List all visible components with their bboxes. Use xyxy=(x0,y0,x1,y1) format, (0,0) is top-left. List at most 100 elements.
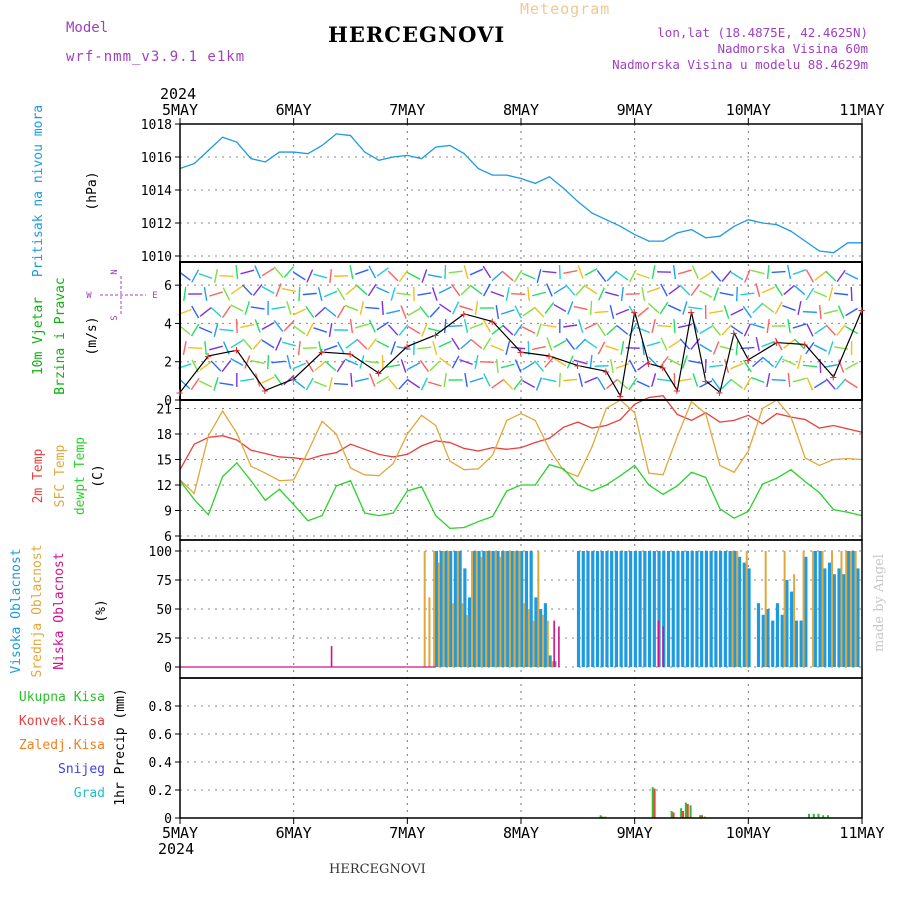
wind-arrow xyxy=(578,373,584,387)
wind-arrow xyxy=(616,325,629,335)
wind-arrow xyxy=(407,362,421,370)
wind-arrow xyxy=(606,378,618,390)
cloud-bar-1 xyxy=(433,551,436,667)
temp-point-1 xyxy=(349,467,352,469)
wind-speed-marker: + xyxy=(616,389,623,403)
top-xtick-label: 6MAY xyxy=(276,101,312,119)
wind-arrow xyxy=(774,337,783,351)
wind-arrow xyxy=(615,308,630,316)
precip-bar-0 xyxy=(808,813,811,818)
wind-arrow xyxy=(386,364,401,368)
wind-arrow xyxy=(659,301,669,315)
temp-point-2 xyxy=(506,490,508,492)
cloud-bar-0 xyxy=(827,562,832,667)
wind-arrow xyxy=(459,358,473,366)
wind-arrow xyxy=(398,269,409,283)
wind-arrow xyxy=(825,270,837,282)
temp-point-0 xyxy=(577,421,579,423)
wind-arrow xyxy=(656,378,672,382)
wind-arrow xyxy=(420,377,428,391)
pressure-point xyxy=(690,229,693,231)
wind-arrow xyxy=(513,323,523,337)
cloud-bar-1 xyxy=(475,551,478,667)
bottom-xtick-label: 10MAY xyxy=(726,824,771,842)
cloud-bar-0 xyxy=(581,551,585,667)
wind-arrow xyxy=(271,360,286,364)
wind-arrow xyxy=(742,305,753,319)
wind-arrow xyxy=(667,358,681,366)
wind-arrow xyxy=(345,339,358,349)
wind-arrow xyxy=(349,264,354,280)
wind-arrow xyxy=(230,339,244,349)
wind-arrow xyxy=(273,266,284,278)
cloud-bar-0 xyxy=(766,609,770,667)
wind-speed-marker: + xyxy=(318,345,325,359)
wind-arrow xyxy=(438,286,452,294)
precip-legend-item: Zaledj.Kisa xyxy=(19,738,105,753)
temp-point-0 xyxy=(349,443,352,445)
wind-arrow xyxy=(771,270,786,274)
wind-arrow xyxy=(558,264,561,280)
temp-point-1 xyxy=(662,474,664,476)
wind-arrow xyxy=(286,355,292,369)
temp-point-2 xyxy=(577,484,579,486)
wind-arrow xyxy=(292,362,307,370)
wind-arrow xyxy=(750,376,765,384)
pressure-point xyxy=(378,159,380,161)
wind-speed-marker: + xyxy=(673,383,680,397)
wind-arrow xyxy=(845,325,859,335)
wind-arrow xyxy=(252,284,263,296)
temp-point-2 xyxy=(605,484,607,486)
wind-arrow xyxy=(459,305,473,311)
cloud-bar-0 xyxy=(595,551,600,667)
precip-bar-0 xyxy=(817,813,820,818)
temp-point-2 xyxy=(705,476,707,478)
wind-arrow xyxy=(567,301,574,315)
wind-arrow xyxy=(306,269,314,283)
temp-point-1 xyxy=(207,435,210,437)
wind-arrow xyxy=(609,358,614,374)
pressure-point xyxy=(278,151,281,153)
wind-arrow xyxy=(387,270,399,282)
precip-bar-0 xyxy=(689,805,692,818)
pressure-point xyxy=(349,134,352,137)
wind-arrow xyxy=(837,305,845,319)
cloud-bar-2 xyxy=(553,620,555,667)
wind-arrow xyxy=(398,378,409,390)
temp-point-0 xyxy=(406,453,408,455)
wind-arrow xyxy=(254,319,261,333)
wind-arrow xyxy=(450,283,461,297)
temp-point-0 xyxy=(648,396,650,399)
wind-arrow xyxy=(814,325,827,335)
wind-arrow xyxy=(273,320,284,332)
precip-bar-1 xyxy=(682,811,685,818)
wind-arrow xyxy=(305,377,314,391)
wind-arrow xyxy=(293,271,306,281)
temp-point-0 xyxy=(761,423,764,425)
wind-arrow xyxy=(368,319,376,333)
cloud-bar-0 xyxy=(453,551,457,667)
wind-arrow xyxy=(244,355,251,369)
wind-arrow xyxy=(606,324,618,336)
wind-arrow xyxy=(419,306,430,318)
temp-point-2 xyxy=(534,484,536,486)
temp-point-2 xyxy=(676,485,678,487)
temp-point-1 xyxy=(534,419,536,421)
wind-arrow xyxy=(417,292,432,296)
wind-arrow xyxy=(407,272,421,280)
cloud-bar-0 xyxy=(690,551,694,667)
wind-arrow xyxy=(563,378,578,382)
wind-arrow xyxy=(660,283,668,297)
cloud-bar-1 xyxy=(513,551,516,667)
wind-arrow xyxy=(597,341,606,355)
wind-arrow xyxy=(522,379,536,389)
temperature-ytick-label: 9 xyxy=(164,505,172,520)
wind-arrow xyxy=(376,286,390,294)
pressure-point xyxy=(747,219,749,221)
pressure-ytick-label: 1014 xyxy=(141,184,172,199)
wind-arrow xyxy=(204,340,208,356)
bottom-xtick-label: 5MAY xyxy=(162,824,198,842)
wind-arrow xyxy=(823,309,838,315)
wind-arrow xyxy=(818,304,822,320)
cloud-bar-0 xyxy=(704,551,709,667)
